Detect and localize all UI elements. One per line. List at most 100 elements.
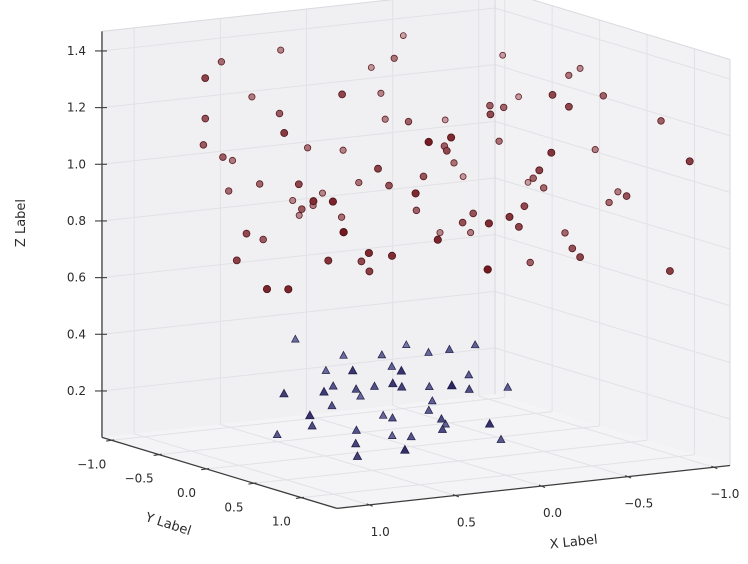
right-wall-top-edge	[531, 0, 731, 60]
left-wall-top-edge	[101, 0, 394, 32]
blue-triangle-point	[464, 370, 474, 379]
red-circle-point	[318, 189, 326, 197]
blue-triangle-point	[272, 429, 282, 439]
x-tick-mark	[624, 475, 632, 479]
x-tick-label: 0.5	[457, 515, 476, 529]
red-circle-point	[232, 256, 241, 265]
red-circle-point	[337, 213, 346, 221]
left-wall-grid-z	[101, 7, 496, 52]
blue-triangle-point	[470, 340, 480, 349]
red-circle-point	[387, 251, 397, 260]
blue-triangle-point	[464, 384, 474, 393]
y-tick-mark	[295, 496, 304, 499]
y-tick-label: −1.0	[77, 457, 106, 471]
y-tick-label: 0.0	[177, 486, 196, 500]
blue-triangle-point	[347, 365, 358, 375]
x-tick-mark	[366, 503, 373, 507]
blue-triangle-point	[291, 334, 300, 343]
red-circle-point	[526, 258, 534, 267]
blue-triangle-point	[319, 386, 329, 396]
red-circle-point	[657, 117, 665, 125]
red-circle-point	[289, 196, 297, 204]
red-circle-point	[412, 206, 421, 215]
red-circle-point	[515, 223, 523, 231]
z-tick-label: 0.4	[67, 327, 86, 341]
blue-triangle-point	[484, 418, 495, 428]
red-circle-point	[381, 115, 389, 123]
red-circle-point	[404, 117, 413, 126]
y-tick-label: 0.5	[224, 500, 243, 514]
red-circle-point	[591, 146, 599, 154]
blue-triangle-point	[387, 361, 397, 370]
blue-triangle-point	[352, 451, 363, 460]
x-tick-label: 1.0	[371, 525, 390, 539]
red-circle-point	[535, 166, 544, 175]
red-circle-point	[201, 74, 210, 82]
red-circle-point	[374, 164, 382, 173]
floor-grid-y	[253, 439, 648, 484]
red-circle-point	[228, 156, 237, 165]
red-circle-point	[262, 285, 272, 294]
blue-triangle-point	[424, 405, 434, 414]
red-circle-point	[433, 235, 442, 244]
right-wall-grid-z	[494, 290, 731, 363]
red-circle-point	[685, 157, 694, 166]
red-circle-point	[483, 265, 492, 274]
red-circle-point	[242, 229, 251, 238]
blue-triangle-point	[327, 400, 337, 410]
z-tick-label: 1.4	[67, 44, 86, 58]
right-wall-grid-z	[494, 347, 731, 420]
red-circle-point	[277, 46, 285, 54]
floor-grid-x	[392, 405, 628, 478]
y-axis-label: Y Label	[142, 510, 192, 539]
red-circle-point	[217, 58, 226, 66]
left-wall-grid-z	[101, 234, 496, 279]
red-circle-point	[294, 180, 303, 189]
blue-triangle-point	[503, 382, 513, 391]
blue-triangle-point	[441, 419, 450, 428]
red-circle-point	[365, 267, 374, 276]
z-tick-label: 0.6	[67, 271, 86, 285]
red-circle-point	[441, 116, 449, 124]
red-circle-point	[298, 205, 306, 213]
blue-triangle-point	[396, 365, 407, 375]
floor-grid-x	[306, 414, 542, 487]
red-circle-point	[450, 159, 458, 167]
red-circle-point	[469, 209, 478, 218]
blue-triangle-point	[437, 424, 448, 433]
right-wall-grid-z	[494, 64, 731, 137]
red-circle-point	[357, 257, 366, 266]
right-wall-pane	[495, 0, 731, 466]
red-circle-point	[605, 198, 613, 207]
red-circle-point	[442, 146, 451, 155]
red-circle-point	[599, 92, 608, 100]
left-wall-grid-z	[101, 290, 496, 335]
y-tick-label: 1.0	[272, 515, 291, 529]
blue-triangle-point	[402, 340, 411, 348]
blue-triangle-point	[406, 431, 416, 441]
x-tick-label: 0.0	[543, 506, 562, 520]
blue-triangle-point	[397, 381, 407, 391]
red-circle-point	[486, 110, 495, 119]
floor-grid-x	[220, 423, 456, 496]
blue-triangle-point	[400, 444, 410, 454]
floor-grid-y	[206, 425, 600, 470]
blue-triangle-point	[356, 391, 365, 400]
red-circle-point	[565, 71, 573, 79]
red-circle-point	[219, 153, 227, 161]
red-circle-point	[280, 129, 289, 137]
red-circle-point	[500, 103, 508, 112]
red-circle-point	[484, 219, 493, 228]
red-circle-point	[367, 64, 375, 71]
right-wall-grid-z	[494, 7, 731, 80]
red-circle-point	[540, 184, 548, 192]
y-tick-label: −0.5	[125, 472, 154, 486]
floor-pane	[101, 394, 731, 509]
red-circle-point	[201, 114, 210, 123]
red-circle-point	[364, 248, 373, 258]
red-circle-point	[576, 64, 584, 72]
red-circle-point	[275, 109, 284, 118]
blue-triangle-point	[378, 410, 388, 419]
red-circle-point	[199, 141, 208, 149]
blue-triangle-point	[321, 365, 331, 374]
